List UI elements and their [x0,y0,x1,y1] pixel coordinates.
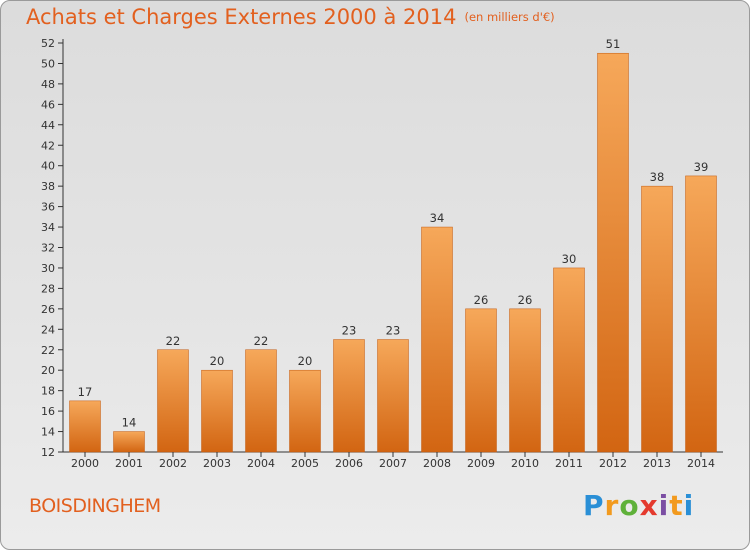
bar-value-label: 14 [122,416,137,430]
x-tick-label: 2012 [599,457,627,470]
chart-title: Achats et Charges Externes 2000 à 2014 [26,5,457,29]
y-tick-label: 12 [41,446,55,459]
x-tick-label: 2000 [71,457,99,470]
logo-letter: o [619,489,640,522]
bar [597,52,629,453]
bar-value-label: 38 [650,170,665,184]
y-tick-label: 50 [41,57,55,70]
bar [421,226,453,453]
x-tick-label: 2002 [159,457,187,470]
x-tick-label: 2014 [687,457,715,470]
x-tick-label: 2013 [643,457,671,470]
x-tick-label: 2007 [379,457,407,470]
x-tick-label: 2003 [203,457,231,470]
y-tick-label: 20 [41,364,55,377]
bar [509,308,541,453]
bar [113,431,145,453]
logo-letter: P [583,489,605,522]
y-tick-label: 16 [41,405,55,418]
y-tick-label: 38 [41,180,55,193]
y-tick-label: 14 [41,426,55,439]
bar [289,369,321,453]
y-tick-label: 40 [41,160,55,173]
y-tick-label: 34 [41,221,55,234]
bar [465,308,497,453]
bar-value-label: 17 [78,385,93,399]
bar [157,349,189,453]
y-tick-label: 44 [41,119,55,132]
bar-value-label: 20 [210,354,225,368]
logo-letter: r [604,489,620,522]
bar [201,369,233,453]
x-tick-label: 2008 [423,457,451,470]
x-tick-label: 2010 [511,457,539,470]
bar-value-label: 23 [342,324,357,338]
bar-value-label: 23 [386,324,401,338]
bar-value-label: 22 [254,334,269,348]
bar [333,339,365,453]
logo-letter: t [669,489,684,522]
bar [377,339,409,453]
bar-value-label: 26 [518,293,533,307]
y-tick-label: 26 [41,303,55,316]
bar-value-label: 30 [562,252,577,266]
y-tick-label: 48 [41,78,55,91]
x-tick-label: 2006 [335,457,363,470]
bar-value-label: 51 [606,37,621,51]
y-tick-label: 22 [41,344,55,357]
logo-letter: i [658,489,670,522]
bar [245,349,277,453]
y-tick-label: 32 [41,242,55,255]
logo-letter: i [683,489,695,522]
bar-value-label: 26 [474,293,489,307]
x-tick-label: 2004 [247,457,275,470]
bar [685,175,717,453]
bar [69,400,101,453]
bar [641,185,673,453]
bar-value-label: 34 [430,211,445,225]
bar [553,267,585,453]
x-tick-label: 2011 [555,457,583,470]
bar-value-label: 39 [694,160,709,174]
y-tick-label: 42 [41,139,55,152]
bar-value-label: 20 [298,354,313,368]
x-tick-label: 2009 [467,457,495,470]
town-name: BOISDINGHEM [29,495,161,517]
y-tick-label: 46 [41,98,55,111]
bar-value-label: 22 [166,334,181,348]
logo-letter: x [639,489,659,522]
y-tick-label: 28 [41,282,55,295]
chart-title-block: Achats et Charges Externes 2000 à 2014 (e… [26,5,555,29]
proxiti-logo: Proxiti [583,489,694,522]
x-tick-label: 2005 [291,457,319,470]
chart-subtitle: (en milliers d'€) [464,10,555,24]
y-tick-label: 36 [41,201,55,214]
y-tick-label: 18 [41,385,55,398]
y-tick-label: 52 [41,37,55,50]
y-tick-label: 30 [41,262,55,275]
x-tick-label: 2001 [115,457,143,470]
y-tick-label: 24 [41,323,55,336]
